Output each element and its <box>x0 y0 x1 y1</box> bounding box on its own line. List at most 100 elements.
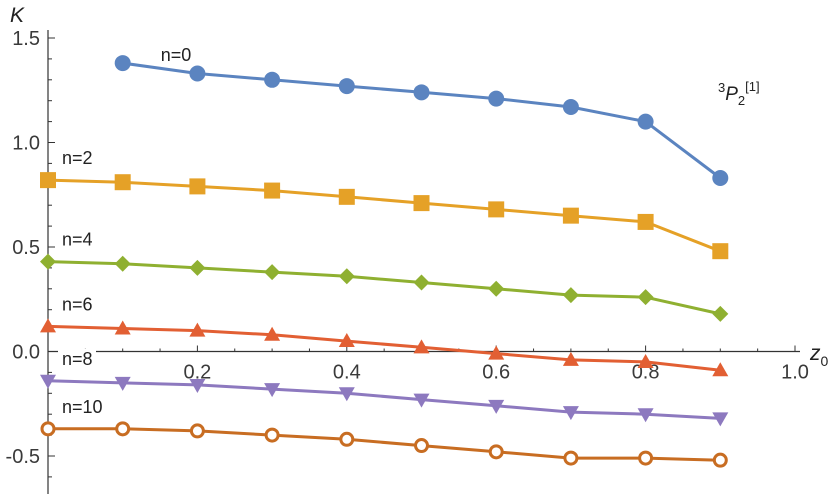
series-label: n=4 <box>62 230 93 250</box>
annotation-sub: 2 <box>738 93 745 108</box>
data-point <box>114 376 131 391</box>
series-n-6: n=6 <box>40 294 729 377</box>
data-point <box>488 90 505 107</box>
series-group: n=0 n=2 n=4 n=6 n=8 n=10 <box>40 45 729 468</box>
data-point <box>264 182 281 199</box>
data-point <box>189 322 206 337</box>
data-point <box>637 408 654 423</box>
data-point <box>562 98 579 115</box>
data-point <box>488 345 505 360</box>
series-line <box>47 178 721 253</box>
data-point <box>488 399 505 414</box>
data-point <box>114 174 131 191</box>
y-tick-label: 1.5 <box>12 28 40 50</box>
data-point <box>338 188 355 205</box>
data-point <box>189 423 205 439</box>
series-label-bg <box>156 45 195 66</box>
series-label-bg <box>58 294 96 315</box>
series-label: n=6 <box>62 294 93 314</box>
data-point <box>40 253 56 270</box>
data-point <box>413 393 430 408</box>
data-point <box>114 55 131 72</box>
series-line <box>47 324 721 372</box>
series-label-bg <box>58 229 96 250</box>
data-point <box>264 383 281 398</box>
data-point <box>712 412 729 427</box>
data-point <box>40 421 56 437</box>
series-label: n=0 <box>161 45 192 65</box>
y-tick-label: -0.5 <box>6 446 40 468</box>
data-point <box>488 201 505 218</box>
data-point <box>562 287 579 304</box>
x-axis-title-main: z <box>809 342 821 365</box>
x-tick-label: 1.0 <box>781 362 809 384</box>
data-point <box>488 444 504 460</box>
series-n-8: n=8 <box>40 348 729 427</box>
x-tick-label: 0.6 <box>482 362 510 384</box>
data-point <box>712 243 729 260</box>
y-axis-title: K <box>10 4 25 27</box>
x-axis-title: z0 <box>809 342 829 369</box>
data-point <box>40 172 56 189</box>
data-point <box>114 320 131 335</box>
series-label: n=10 <box>62 397 103 417</box>
annotation-letter: P <box>725 84 738 105</box>
data-point <box>712 452 728 468</box>
data-point <box>562 351 579 366</box>
annotation-post-sup: [1] <box>745 79 759 94</box>
data-point <box>189 378 206 393</box>
data-point <box>712 362 729 377</box>
data-point <box>189 178 206 195</box>
data-point <box>712 305 729 322</box>
y-tick-label: 0.5 <box>12 237 40 259</box>
data-point <box>264 427 280 443</box>
data-point <box>115 421 131 437</box>
data-point <box>638 450 654 466</box>
data-point <box>413 339 430 354</box>
series-label-bg <box>58 348 96 369</box>
data-point <box>264 71 281 88</box>
data-point <box>414 438 429 454</box>
data-point <box>114 255 131 272</box>
annotation-pre-sup: 3 <box>718 80 725 95</box>
data-point <box>338 333 355 348</box>
data-point <box>338 387 355 402</box>
data-point <box>338 78 355 95</box>
series-line <box>48 427 721 462</box>
series-line <box>47 260 721 316</box>
series-label: n=8 <box>62 349 93 369</box>
data-point <box>488 280 505 297</box>
series-line <box>122 61 722 180</box>
data-point <box>264 326 281 341</box>
data-point <box>562 406 579 421</box>
data-point <box>637 213 654 230</box>
series-label-bg <box>58 148 96 169</box>
data-point <box>712 170 729 187</box>
data-point <box>413 84 430 101</box>
series-label: n=2 <box>62 148 93 168</box>
data-point <box>562 207 579 224</box>
data-point <box>413 274 430 291</box>
series-line <box>47 379 721 420</box>
data-point <box>189 259 206 276</box>
series-n-10: n=10 <box>40 396 728 468</box>
data-point <box>264 264 281 281</box>
x-axis-title-subscript: 0 <box>821 353 829 369</box>
x-tick-label: 0.4 <box>333 362 361 384</box>
data-point <box>338 268 355 285</box>
data-point <box>40 374 56 389</box>
series-n-4: n=4 <box>40 229 729 322</box>
data-point <box>637 353 654 368</box>
series-n-0: n=0 <box>114 45 729 187</box>
y-ticks: 1.5 1.0 0.5 0.0 -0.5 <box>6 28 55 478</box>
x-tick-label: 0.2 <box>183 362 211 384</box>
data-point <box>637 113 654 130</box>
state-annotation: 3P2[1] <box>718 79 760 108</box>
data-point <box>339 431 355 447</box>
data-point <box>563 450 579 466</box>
y-tick-label: 0.0 <box>12 342 40 364</box>
series-label-bg <box>58 396 106 417</box>
data-point <box>189 65 206 82</box>
y-tick-label: 1.0 <box>12 133 40 155</box>
